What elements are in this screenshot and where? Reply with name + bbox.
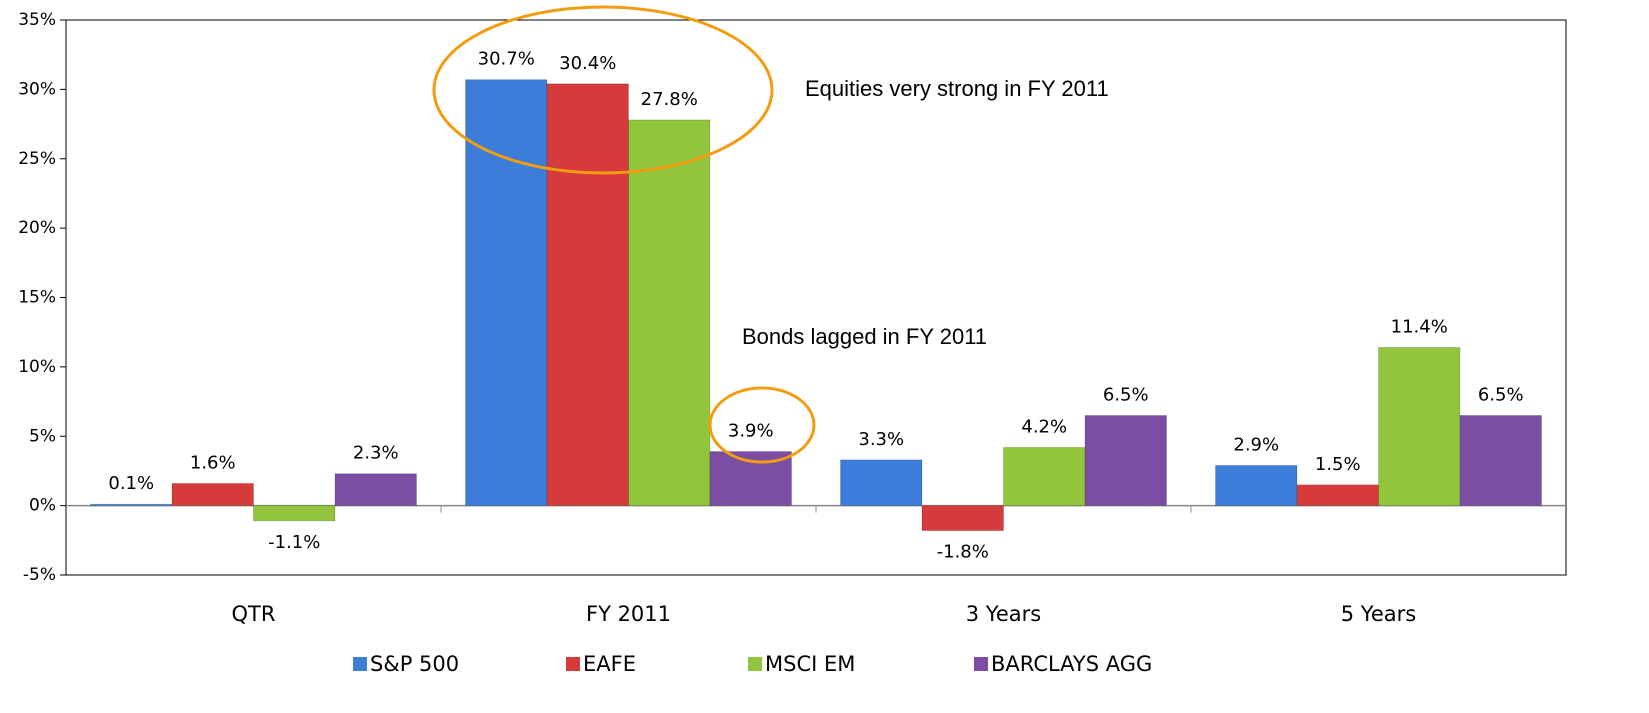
- x-tick-label: 5 Years: [1341, 602, 1416, 626]
- bar: [1003, 446, 1086, 507]
- value-label: 2.9%: [1233, 434, 1279, 455]
- y-tick-label: 10%: [18, 357, 56, 377]
- x-tick-label: 3 Years: [966, 602, 1041, 626]
- value-label: 30.7%: [478, 49, 535, 70]
- bar: [465, 79, 548, 507]
- value-label: 1.6%: [190, 452, 236, 473]
- bar: [1378, 346, 1461, 507]
- value-label: -1.8%: [937, 542, 989, 563]
- legend-swatch: [974, 657, 988, 671]
- bar: [1459, 414, 1542, 507]
- value-label: 2.3%: [353, 443, 399, 464]
- bar: [546, 83, 629, 507]
- annotation: Equities very strong in FY 2011: [805, 76, 1109, 101]
- value-label: 3.3%: [858, 429, 904, 450]
- value-label: 0.1%: [108, 473, 154, 494]
- highlight-ellipse: [432, 5, 774, 175]
- annotation: Bonds lagged in FY 2011: [742, 324, 987, 349]
- bar: [628, 119, 711, 507]
- bar: [1296, 484, 1379, 507]
- bar: [1084, 414, 1167, 507]
- highlight-ellipse: [708, 386, 816, 464]
- y-tick-label: 30%: [18, 79, 56, 99]
- bar: [253, 505, 336, 522]
- value-label: 4.2%: [1021, 416, 1067, 437]
- value-label: 6.5%: [1103, 384, 1149, 405]
- bar: [840, 459, 923, 507]
- x-tick-label: FY 2011: [586, 602, 671, 626]
- legend-label: MSCI EM: [765, 652, 855, 676]
- value-label: 1.5%: [1315, 454, 1361, 475]
- bar: [90, 503, 173, 507]
- bar: [921, 505, 1004, 532]
- y-tick-label: -5%: [23, 565, 56, 585]
- value-label: 6.5%: [1478, 384, 1524, 405]
- y-tick-label: 25%: [18, 149, 56, 169]
- bar: [334, 473, 417, 507]
- legend-swatch: [748, 657, 762, 671]
- value-label: 27.8%: [641, 89, 698, 110]
- y-tick-label: 5%: [29, 426, 56, 446]
- legend-swatch: [353, 657, 367, 671]
- legend-swatch: [566, 657, 580, 671]
- value-label: 30.4%: [559, 53, 616, 74]
- marks: -5% 0% 5% 10% 15% 20% 25% 30% 35% QTR 0.1% 1.6% -1.1…: [18, 10, 1566, 676]
- y-tick-label: 15%: [18, 288, 56, 308]
- y-tick-label: 35%: [18, 10, 56, 30]
- x-tick-label: QTR: [232, 602, 276, 626]
- legend-label: EAFE: [583, 652, 636, 676]
- legend-label: BARCLAYS AGG: [991, 652, 1152, 676]
- value-label: 3.9%: [728, 421, 774, 442]
- value-label: 11.4%: [1391, 316, 1448, 337]
- value-label: -1.1%: [268, 532, 320, 553]
- legend-label: S&P 500: [370, 652, 459, 676]
- y-tick-label: 0%: [29, 496, 56, 516]
- y-tick-label: 20%: [18, 218, 56, 238]
- bar: [1215, 464, 1298, 507]
- bar: [171, 482, 254, 507]
